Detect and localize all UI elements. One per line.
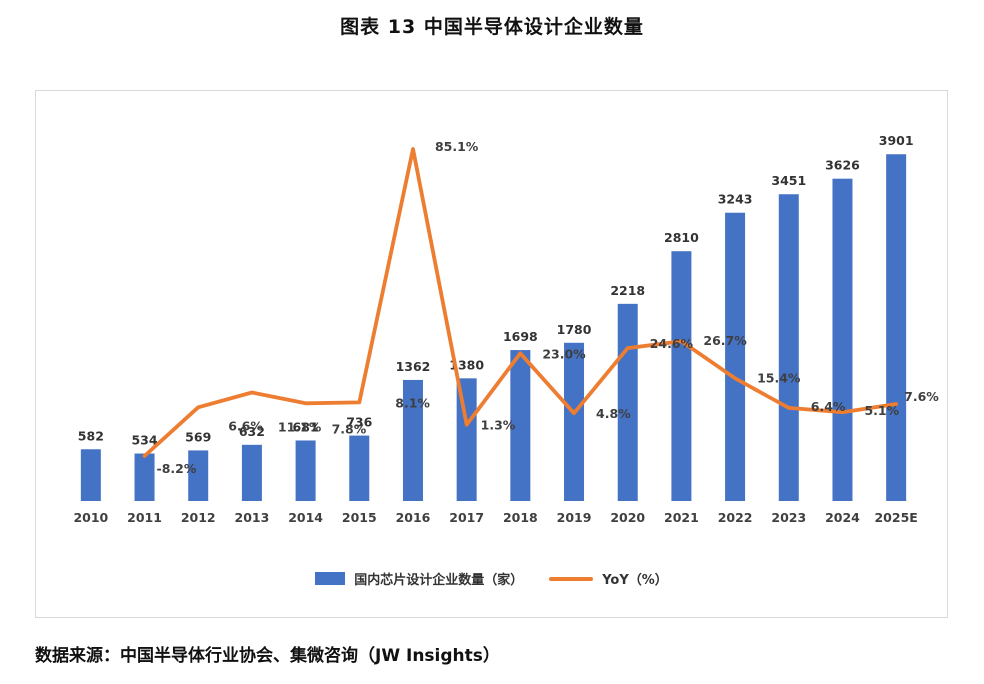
yoy-label: 11.1% xyxy=(278,419,322,434)
bar xyxy=(725,212,746,501)
legend-label-line: YoY（%） xyxy=(602,573,668,588)
x-axis-label: 2012 xyxy=(181,510,216,525)
yoy-label: 5.1% xyxy=(864,403,899,418)
bar xyxy=(134,453,155,501)
page-title: 图表 13 中国半导体设计企业数量 xyxy=(340,16,644,38)
bar xyxy=(80,449,101,501)
bar xyxy=(241,444,262,501)
x-axis-label: 2021 xyxy=(664,510,699,525)
chart-canvas: 582 2010 534 2011 569 2012 632 2013 681 2014 736 20… xyxy=(73,133,939,525)
yoy-label: 7.8% xyxy=(332,421,367,436)
yoy-label: 24.6% xyxy=(650,336,694,351)
x-axis-label: 2013 xyxy=(235,510,270,525)
bar-value-label: 1380 xyxy=(449,357,484,372)
x-axis-label: 2020 xyxy=(610,510,645,525)
bar-value-label: 1780 xyxy=(557,322,592,337)
bar xyxy=(349,435,370,501)
bar xyxy=(832,178,853,501)
yoy-label: 85.1% xyxy=(435,139,479,154)
yoy-line xyxy=(142,147,899,458)
legend-item-bars: 国内芯片设计企业数量（家） xyxy=(315,569,523,588)
bar xyxy=(778,194,799,501)
x-axis-label: 2023 xyxy=(771,510,806,525)
x-axis-label: 2010 xyxy=(73,510,108,525)
bar xyxy=(510,350,531,501)
bar-value-label: 3451 xyxy=(771,173,806,188)
bar xyxy=(564,342,585,501)
chart-frame: 582 2010 534 2011 569 2012 632 2013 681 2014 736 20… xyxy=(35,90,948,618)
yoy-label: 15.4% xyxy=(757,370,801,385)
bar xyxy=(402,379,423,501)
x-axis-label: 2018 xyxy=(503,510,538,525)
x-axis-label: 2016 xyxy=(396,510,431,525)
bar-value-label: 1362 xyxy=(396,359,431,374)
bar-value-label: 569 xyxy=(185,429,211,444)
yoy-label: 26.7% xyxy=(703,333,747,348)
x-axis-label: 2019 xyxy=(557,510,592,525)
bar-series-swatch-icon xyxy=(315,572,346,585)
bar-value-label: 632 xyxy=(239,424,265,439)
legend-label-bars: 国内芯片设计企业数量（家） xyxy=(354,573,524,588)
bar xyxy=(188,450,209,501)
yoy-label: 1.3% xyxy=(481,418,516,433)
line-series-swatch-icon xyxy=(549,576,594,581)
data-source-text: 数据来源：中国半导体行业协会、集微咨询（JW Insights） xyxy=(35,646,500,666)
x-axis-label: 2014 xyxy=(288,510,323,525)
bar xyxy=(671,251,692,501)
bar-value-label: 3626 xyxy=(825,158,860,173)
yoy-label: 23.0% xyxy=(542,346,586,361)
bar-value-label: 534 xyxy=(131,433,157,448)
x-axis-label: 2025E xyxy=(874,510,917,525)
legend-item-line: YoY（%） xyxy=(549,569,668,588)
yoy-label: -8.2% xyxy=(157,461,197,476)
yoy-label: 7.6% xyxy=(904,389,939,404)
x-axis-label: 2017 xyxy=(449,510,484,525)
x-axis-label: 2015 xyxy=(342,510,377,525)
x-axis-label: 2022 xyxy=(718,510,753,525)
bar-value-label: 3901 xyxy=(879,133,914,148)
bar-value-label: 582 xyxy=(78,428,104,443)
bar xyxy=(295,440,316,501)
yoy-label: 6.4% xyxy=(811,399,846,414)
x-axis-label: 2024 xyxy=(825,510,860,525)
yoy-label: 6.6% xyxy=(228,418,263,433)
bar-value-label: 736 xyxy=(346,415,372,430)
yoy-label: 4.8% xyxy=(596,406,631,421)
x-axis-label: 2011 xyxy=(127,510,162,525)
bar xyxy=(617,303,638,501)
bar-value-label: 681 xyxy=(293,419,319,434)
bar xyxy=(886,154,907,501)
yoy-label: 8.1% xyxy=(395,395,430,410)
chart-legend: 国内芯片设计企业数量（家） YoY（%） xyxy=(36,569,947,588)
bar-value-label: 3243 xyxy=(718,192,753,207)
bar-value-label: 2810 xyxy=(664,230,699,245)
bar xyxy=(456,378,477,501)
bar-value-label: 1698 xyxy=(503,329,538,344)
bar-value-label: 2218 xyxy=(610,283,645,298)
